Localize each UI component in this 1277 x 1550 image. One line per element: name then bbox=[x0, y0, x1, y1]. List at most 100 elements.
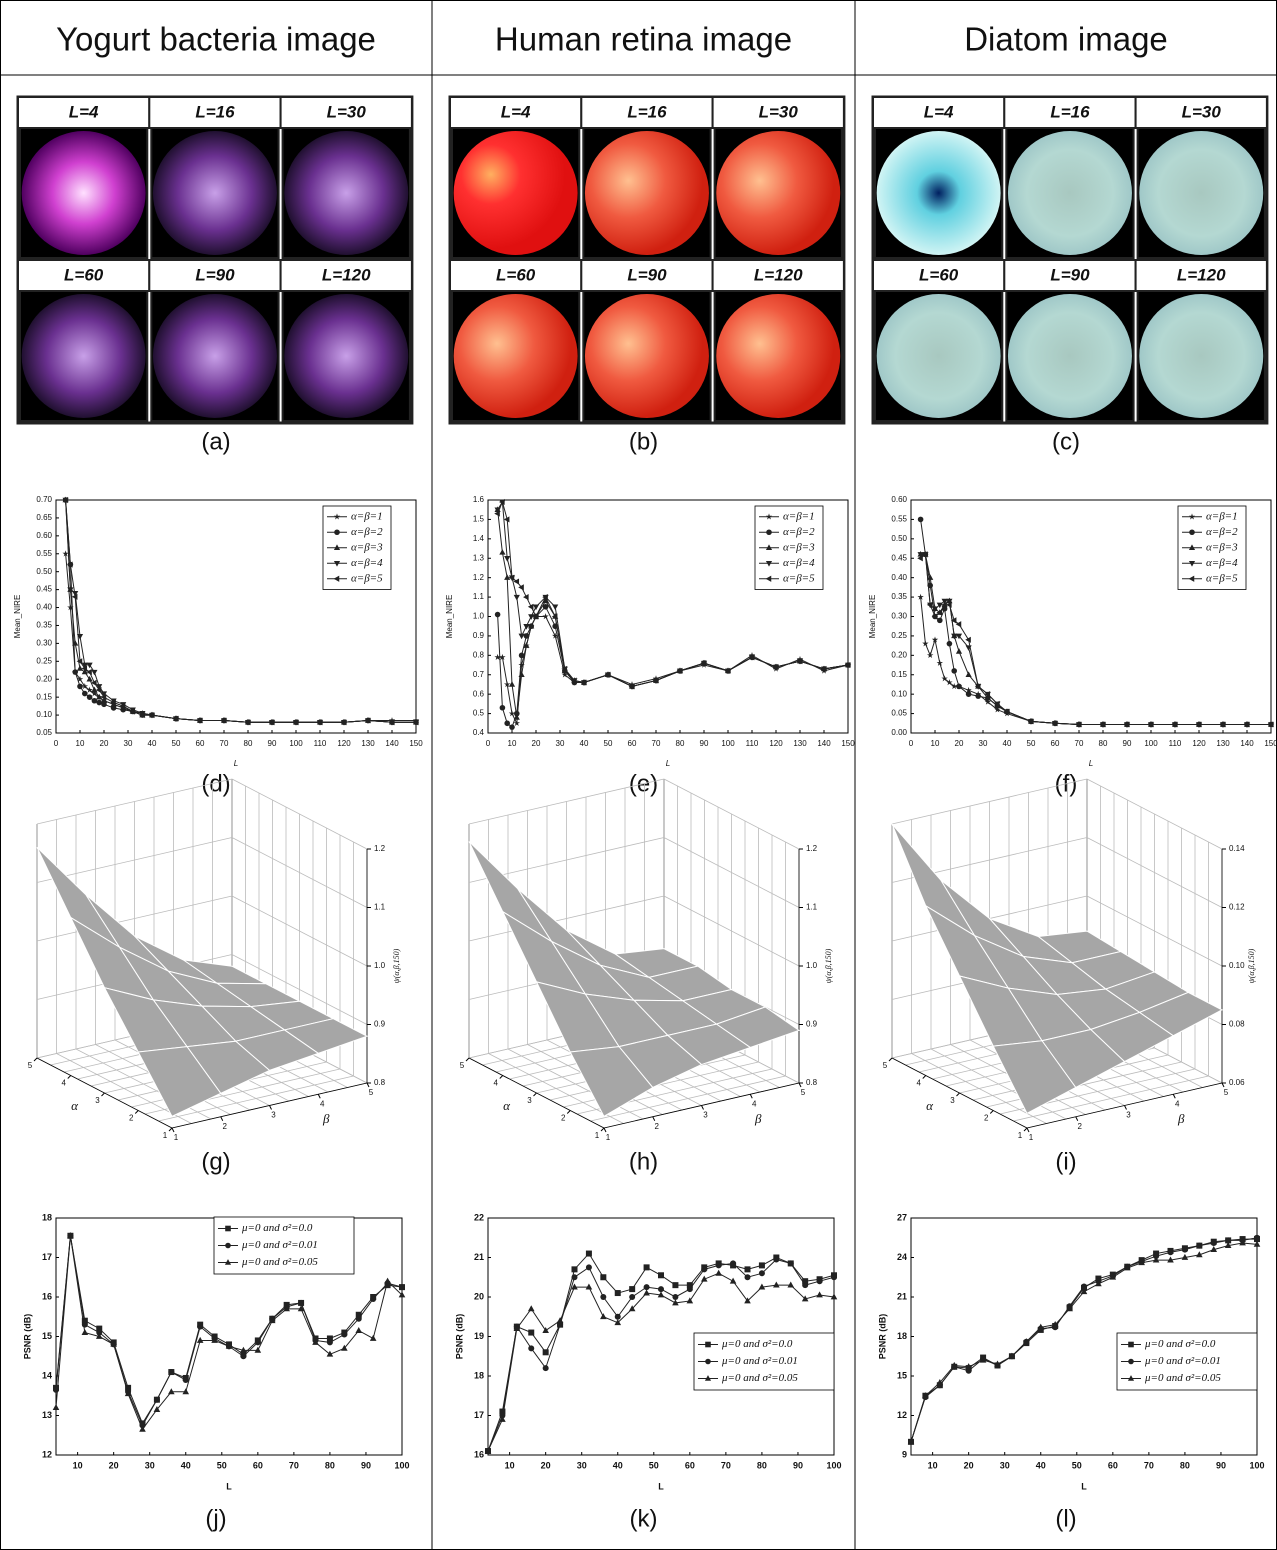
caption: (c) bbox=[1052, 428, 1080, 455]
marker bbox=[1128, 1342, 1134, 1348]
marker bbox=[504, 556, 510, 562]
marker bbox=[586, 1251, 592, 1257]
marker bbox=[816, 1291, 823, 1297]
image bbox=[585, 294, 709, 418]
x-tick-label: 50 bbox=[1027, 739, 1036, 748]
marker bbox=[182, 1388, 189, 1394]
image bbox=[22, 131, 146, 255]
marker bbox=[705, 1359, 711, 1365]
marker bbox=[225, 1226, 231, 1232]
marker bbox=[225, 1243, 231, 1249]
x-tick-label: 60 bbox=[1051, 739, 1060, 748]
beta-tick bbox=[1125, 1106, 1127, 1110]
beta-tick-label: 5 bbox=[1224, 1088, 1229, 1097]
image-label: L=90 bbox=[627, 265, 667, 284]
alpha-tick-label: 3 bbox=[950, 1096, 955, 1105]
x-tick-label: 140 bbox=[385, 739, 399, 748]
x-axis-label: L bbox=[1081, 1481, 1087, 1491]
beta-axis-label: β bbox=[322, 1111, 330, 1126]
marker bbox=[240, 1353, 246, 1359]
y-tick-label: 17 bbox=[42, 1252, 52, 1262]
y-tick-label: 12 bbox=[897, 1410, 907, 1420]
legend-label: α=β=5 bbox=[1206, 572, 1238, 584]
legend-label: μ=0 and σ²=0.05 bbox=[721, 1372, 798, 1384]
image bbox=[153, 294, 277, 418]
x-tick-label: 50 bbox=[172, 739, 181, 748]
marker bbox=[672, 1294, 678, 1300]
image bbox=[716, 294, 840, 418]
marker bbox=[947, 641, 953, 647]
beta-tick bbox=[1222, 1083, 1224, 1087]
y-tick-label: 0.25 bbox=[891, 631, 907, 640]
x-tick-label: 100 bbox=[394, 1460, 409, 1470]
legend-label: α=β=5 bbox=[783, 572, 815, 584]
y-tick-label: 21 bbox=[897, 1291, 907, 1301]
alpha-tick-label: 1 bbox=[163, 1131, 168, 1140]
y-tick-label: 0.15 bbox=[891, 670, 907, 679]
y-tick-label: 19 bbox=[474, 1331, 484, 1341]
marker bbox=[966, 671, 972, 677]
column-title: Yogurt bacteria image bbox=[56, 21, 376, 58]
alpha-tick-label: 3 bbox=[527, 1096, 532, 1105]
marker bbox=[82, 691, 88, 697]
alpha-tick bbox=[990, 1111, 993, 1114]
image-label: L=60 bbox=[919, 265, 959, 284]
beta-tick-label: 3 bbox=[703, 1111, 708, 1120]
x-tick-label: 30 bbox=[577, 1460, 587, 1470]
y-tick-label: 0.20 bbox=[36, 674, 52, 683]
beta-tick-label: 4 bbox=[1175, 1099, 1180, 1108]
marker bbox=[255, 1347, 262, 1353]
x-tick-label: 100 bbox=[826, 1460, 841, 1470]
alpha-tick-label: 5 bbox=[28, 1061, 33, 1070]
marker bbox=[1168, 1249, 1174, 1255]
legend-label: α=β=5 bbox=[351, 572, 383, 584]
y-tick-label: 0.30 bbox=[891, 612, 907, 621]
x-tick-label: 80 bbox=[1180, 1460, 1190, 1470]
x-tick-label: 60 bbox=[253, 1460, 263, 1470]
x-tick-label: 130 bbox=[793, 739, 807, 748]
alpha-tick bbox=[68, 1076, 71, 1079]
x-tick-label: 70 bbox=[1144, 1460, 1154, 1470]
image bbox=[454, 294, 578, 418]
y-tick-label: 0.25 bbox=[36, 656, 52, 665]
alpha-axis-label: α bbox=[71, 1098, 79, 1113]
alpha-tick-label: 4 bbox=[494, 1079, 499, 1088]
z-tick-label: 0.10 bbox=[1229, 961, 1245, 970]
alpha-tick bbox=[102, 1093, 105, 1096]
image-label: L=120 bbox=[322, 265, 371, 284]
beta-tick-label: 3 bbox=[271, 1111, 276, 1120]
legend-label: α=β=1 bbox=[783, 510, 815, 522]
y-tick-label: 0.35 bbox=[891, 592, 907, 601]
z-tick-label: 1.0 bbox=[806, 961, 818, 970]
image bbox=[877, 294, 1001, 418]
legend-label: μ=0 and σ²=0.05 bbox=[241, 1256, 318, 1268]
image-label: L=4 bbox=[924, 102, 954, 121]
x-tick-label: 10 bbox=[73, 1460, 83, 1470]
x-tick-label: 0 bbox=[909, 739, 914, 748]
marker bbox=[519, 653, 525, 659]
y-tick-label: 0.65 bbox=[36, 513, 52, 522]
x-tick-label: 20 bbox=[532, 739, 541, 748]
y-tick-label: 0.10 bbox=[36, 710, 52, 719]
marker bbox=[197, 1337, 204, 1343]
marker bbox=[705, 1342, 711, 1348]
marker bbox=[956, 648, 962, 654]
marker bbox=[519, 671, 525, 677]
x-tick-label: 70 bbox=[220, 739, 229, 748]
y-tick-label: 17 bbox=[474, 1410, 484, 1420]
y-tick-label: 0.7 bbox=[473, 670, 485, 679]
beta-tick-label: 1 bbox=[606, 1133, 611, 1142]
y-axis-label: PSNR (dB) bbox=[454, 1314, 464, 1360]
y-tick-label: 0.5 bbox=[473, 709, 485, 718]
y-tick-label: 0.05 bbox=[36, 728, 52, 737]
image bbox=[877, 131, 1001, 255]
x-tick-label: 70 bbox=[289, 1460, 299, 1470]
marker bbox=[629, 1286, 635, 1292]
legend-label: α=β=3 bbox=[351, 541, 383, 553]
marker bbox=[802, 1282, 808, 1288]
y-axis-label: Mean_NIRE bbox=[13, 595, 22, 639]
x-tick-label: 100 bbox=[1249, 1460, 1264, 1470]
marker bbox=[600, 1294, 606, 1300]
marker bbox=[91, 670, 97, 676]
marker bbox=[53, 1404, 60, 1410]
